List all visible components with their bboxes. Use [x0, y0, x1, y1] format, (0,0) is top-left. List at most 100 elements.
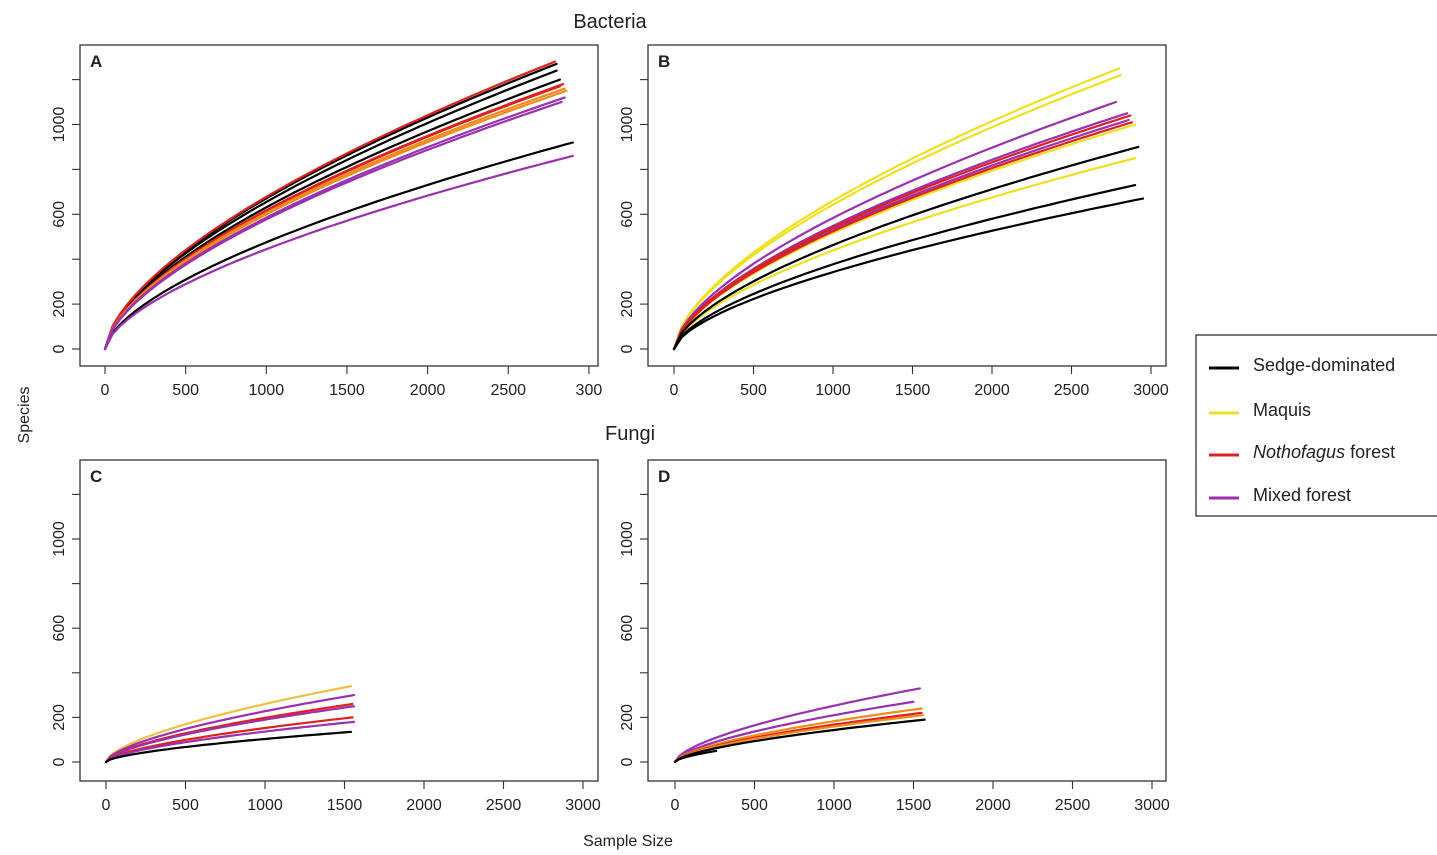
- series-line: [103, 154, 574, 351]
- series-line: [672, 67, 1121, 351]
- series-line: [672, 197, 1145, 351]
- series-line: [672, 123, 1137, 351]
- y-tick-label: 1000: [51, 521, 68, 557]
- x-tick-label: 500: [172, 382, 199, 399]
- y-tick-label: 600: [619, 201, 636, 228]
- series-line: [103, 96, 566, 351]
- curves: [103, 60, 574, 351]
- series-line: [104, 720, 356, 764]
- x-tick-label: 3000: [1133, 382, 1169, 399]
- plot-frame: [647, 459, 1167, 782]
- legend-label: Maquis: [1253, 400, 1311, 420]
- series-line: [673, 707, 923, 764]
- legend-label: Mixed forest: [1253, 485, 1351, 505]
- series-line: [672, 114, 1132, 351]
- x-tick-label: 2000: [974, 382, 1010, 399]
- series-line: [103, 69, 558, 351]
- series-line: [104, 716, 354, 764]
- curves: [672, 67, 1145, 351]
- x-tick-label: 0: [670, 382, 679, 399]
- y-tick-label: 200: [619, 291, 636, 318]
- legend-box: [1195, 334, 1437, 517]
- x-tick-label: 500: [740, 382, 767, 399]
- x-tick-label: 2000: [975, 797, 1011, 814]
- x-tick-label: 2500: [486, 797, 522, 814]
- y-tick-label: 200: [51, 704, 68, 731]
- series-line: [672, 73, 1122, 351]
- series-line: [672, 145, 1140, 351]
- plot-frame: [79, 44, 599, 367]
- panel-letter: B: [658, 52, 670, 71]
- x-tick-label: 500: [172, 797, 199, 814]
- series-line: [103, 78, 562, 351]
- series-line: [673, 687, 922, 764]
- y-tick-label: 0: [51, 344, 68, 353]
- panel-letter: A: [90, 52, 102, 71]
- series-line: [103, 100, 563, 351]
- y-tick-label: 600: [51, 201, 68, 228]
- x-tick-label: 2500: [1054, 382, 1090, 399]
- x-axis-title: Sample Size: [583, 833, 673, 850]
- x-tick-label: 1500: [329, 382, 365, 399]
- bacteria-section-title: Bacteria: [573, 11, 647, 33]
- curves: [104, 685, 356, 764]
- series-line: [104, 693, 356, 764]
- x-tick-label: 1000: [249, 382, 285, 399]
- x-tick-label: 3000: [565, 797, 601, 814]
- legend-item: Sedge-dominated: [1209, 355, 1395, 375]
- series-line: [672, 118, 1130, 351]
- legend-label: Nothofagus forest: [1253, 442, 1395, 462]
- x-tick-label: 2000: [406, 797, 442, 814]
- y-axis-title: Species: [16, 387, 33, 444]
- x-tick-label: 1500: [895, 382, 931, 399]
- legend-item: Mixed forest: [1209, 485, 1351, 505]
- x-tick-label: 1000: [247, 797, 283, 814]
- panel-d: D 0 500 1000 1500 2000 2500 3000 0 200 600 1000: [619, 459, 1170, 814]
- series-line: [672, 157, 1137, 351]
- x-tick-label: 2000: [410, 382, 446, 399]
- series-line: [672, 100, 1118, 351]
- x-tick-label: 1000: [816, 797, 852, 814]
- y-tick-label: 200: [51, 291, 68, 318]
- series-line: [103, 60, 557, 351]
- y-tick-label: 0: [51, 757, 68, 766]
- series-line: [103, 89, 568, 351]
- plot-frame: [79, 459, 599, 782]
- y-tick-label: 600: [51, 615, 68, 642]
- x-tick-label: 0: [671, 797, 680, 814]
- plot-frame: [647, 44, 1167, 367]
- series-line: [104, 685, 352, 764]
- panel-letter: C: [90, 467, 102, 486]
- y-tick-label: 0: [619, 344, 636, 353]
- x-tick-label: 1500: [896, 797, 932, 814]
- series-line: [103, 87, 566, 351]
- series-line: [672, 184, 1137, 351]
- panel-c: C 0 500 1000 1500 2000 2500 3000 0 200 600 1000: [51, 459, 601, 814]
- x-tick-label: 1500: [327, 797, 363, 814]
- y-tick-label: 1000: [619, 521, 636, 557]
- series-line: [673, 749, 718, 764]
- legend-item: Maquis: [1209, 400, 1311, 420]
- panel-letter: D: [658, 467, 670, 486]
- series-line: [673, 700, 915, 764]
- x-tick-label: 0: [102, 797, 111, 814]
- y-tick-label: 0: [619, 757, 636, 766]
- series-line: [104, 730, 352, 764]
- legend: Sedge-dominated Maquis Nothofagus forest Mi…: [1195, 334, 1437, 517]
- y-tick-label: 1000: [51, 107, 68, 143]
- curves: [673, 687, 926, 764]
- x-tick-label: 0: [101, 382, 110, 399]
- series-line: [673, 718, 926, 764]
- legend-label: Sedge-dominated: [1253, 355, 1395, 375]
- y-tick-label: 1000: [619, 107, 636, 143]
- series-line: [672, 121, 1134, 351]
- series-line: [673, 714, 925, 764]
- x-tick-label: 300: [576, 382, 603, 399]
- series-line: [103, 141, 574, 351]
- y-tick-label: 200: [619, 704, 636, 731]
- series-line: [103, 85, 562, 351]
- fungi-section-title: Fungi: [605, 423, 655, 445]
- x-tick-label: 2500: [1055, 797, 1091, 814]
